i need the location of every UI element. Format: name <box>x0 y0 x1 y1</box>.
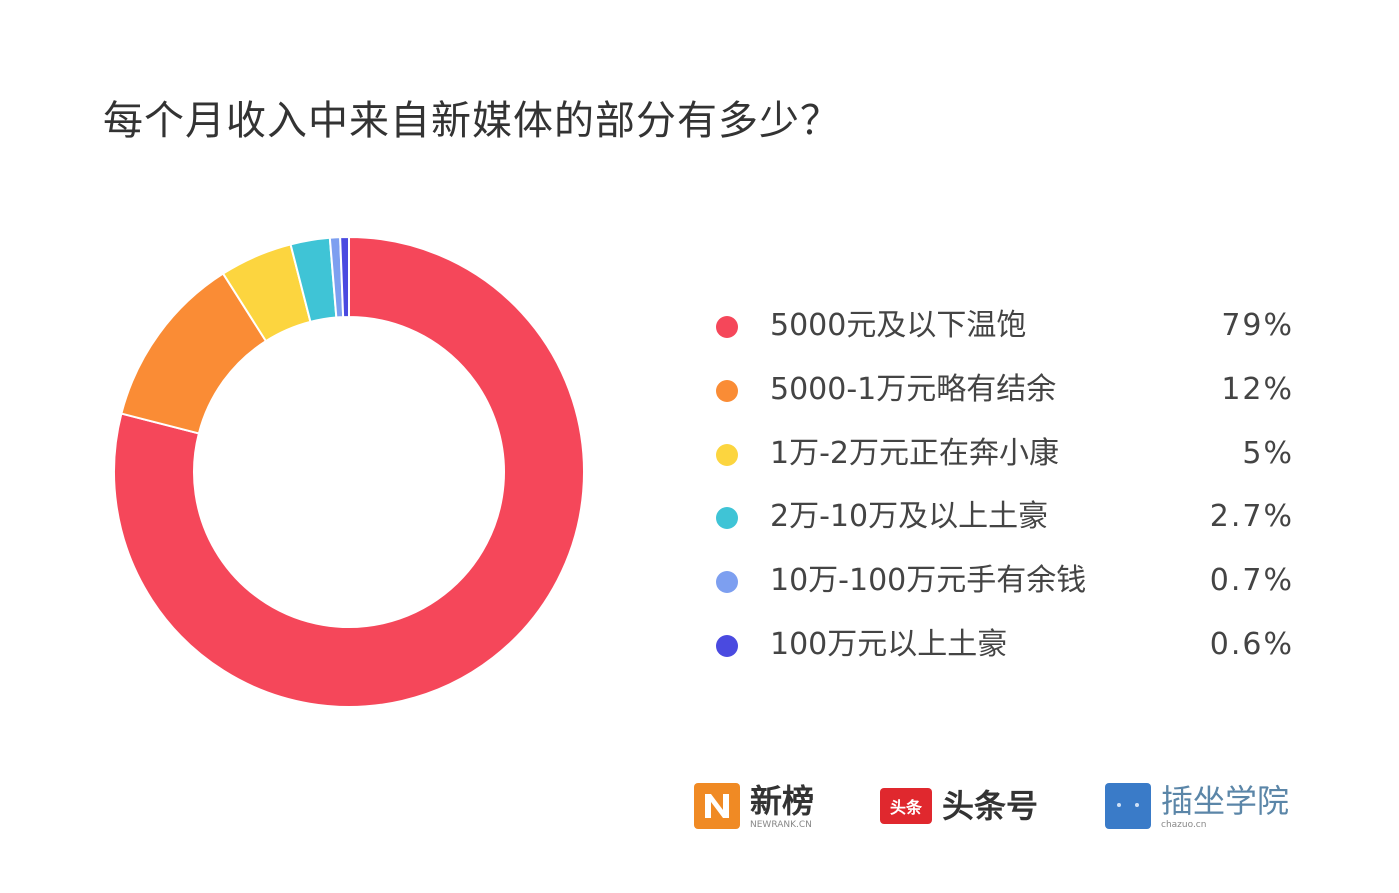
legend-value: 79% <box>1221 308 1294 343</box>
legend-value: 0.7% <box>1209 563 1294 599</box>
legend-value: 5% <box>1242 435 1294 471</box>
legend-dot <box>716 379 738 402</box>
legend-value: 2.7% <box>1209 499 1294 535</box>
legend-item: 5000元及以下温饱 79% <box>712 306 1294 346</box>
legend-label: 5000元及以下温饱 <box>770 308 1027 343</box>
legend-label: 10万-100万元手有余钱 <box>770 563 1087 599</box>
newrank-logo: 新榜 NEWRANK.CN <box>694 778 814 834</box>
chazuo-logo: 插坐学院 chazuo.cn <box>1105 778 1289 834</box>
legend-item: 100万元以上土豪 0.6% <box>712 625 1294 665</box>
legend-dot <box>716 635 738 657</box>
donut-chart <box>113 235 585 708</box>
chazuo-logo-text: 插坐学院 <box>1161 781 1290 820</box>
toutiao-logo: 头条 头条号 <box>880 778 1038 834</box>
toutiao-logo-text: 头条号 <box>942 787 1039 825</box>
legend-item: 10万-100万元手有余钱 0.7% <box>712 561 1294 601</box>
toutiao-logo-icon: 头条 <box>880 788 932 824</box>
legend-value: 0.6% <box>1209 627 1294 662</box>
legend-value: 12% <box>1221 371 1294 407</box>
legend-label: 2万-10万及以上土豪 <box>770 499 1049 535</box>
legend-dot <box>716 507 738 530</box>
chazuo-logo-sub: chazuo.cn <box>1161 819 1207 830</box>
donut-slice <box>113 235 585 708</box>
legend-item: 5000-1万元略有结余 12% <box>712 370 1294 410</box>
legend-dot <box>716 571 738 594</box>
legend-label: 1万-2万元正在奔小康 <box>770 435 1059 471</box>
chazuo-logo-icon <box>1105 783 1151 829</box>
newrank-logo-sub: NEWRANK.CN <box>750 819 812 830</box>
legend-item: 1万-2万元正在奔小康 5% <box>712 434 1294 474</box>
donut-slice <box>339 235 350 319</box>
chart-title: 每个月收入中来自新媒体的部分有多少？ <box>103 98 841 144</box>
legend-dot <box>716 443 738 466</box>
legend-dot <box>716 316 738 338</box>
legend-label: 5000-1万元略有结余 <box>770 371 1057 407</box>
legend-label: 100万元以上土豪 <box>770 627 1008 662</box>
legend-item: 2万-10万及以上土豪 2.7% <box>712 497 1294 537</box>
newrank-logo-icon <box>694 783 740 829</box>
newrank-logo-text: 新榜 <box>750 781 815 820</box>
